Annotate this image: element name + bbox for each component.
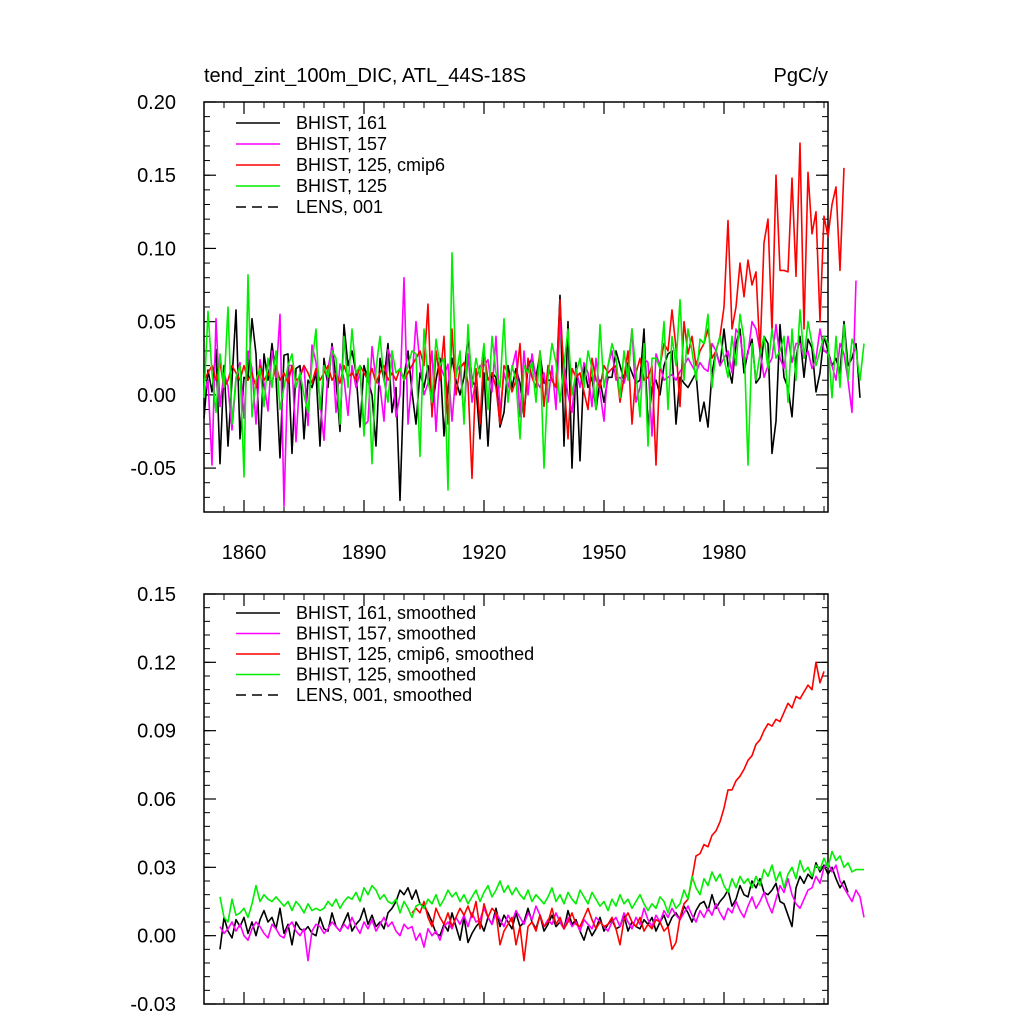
x-tick-label: 1980 [702, 542, 747, 564]
legend-label: BHIST, 125, smoothed [296, 665, 476, 685]
y-tick-label: 0.00 [137, 926, 176, 948]
y-tick-label: 0.06 [137, 789, 176, 811]
x-tick-label: 1950 [582, 542, 627, 564]
legend-label: BHIST, 125, cmip6 [296, 155, 445, 175]
y-tick-label: 0.03 [137, 857, 176, 879]
series-line [411, 661, 825, 962]
legend-label: LENS, 001 [296, 197, 383, 217]
raw-panel: tend_zint_100m_DIC, ATL_44S-18S PgC/y -0… [130, 65, 865, 564]
y-tick-label: 0.05 [137, 312, 176, 334]
series-line [219, 861, 865, 962]
y-tick-label: 0.15 [137, 584, 176, 606]
series-line [203, 252, 865, 491]
series-line [219, 861, 849, 950]
y-tick-label: 0.20 [137, 92, 176, 114]
y-tick-label: -0.03 [130, 994, 176, 1016]
y-tick-label: 0.09 [137, 721, 176, 743]
legend-label: LENS, 001, smoothed [296, 685, 472, 705]
y-tick-label: -0.05 [130, 458, 176, 480]
figure-title: tend_zint_100m_DIC, ATL_44S-18S [204, 65, 526, 87]
y-tick-label: 0.12 [137, 652, 176, 674]
x-tick-label: 1860 [222, 542, 267, 564]
legend-label: BHIST, 157 [296, 134, 387, 154]
legend-label: BHIST, 125, cmip6, smoothed [296, 644, 534, 664]
x-tick-label: 1920 [462, 542, 507, 564]
y-tick-label: 0.15 [137, 165, 176, 187]
smoothed-panel: -0.03 0.00 0.03 0.06 0.09 0.12 0.15 BHIST, 161,… [130, 584, 865, 1016]
series-line [219, 850, 864, 923]
series-line [203, 276, 857, 507]
legend-label: BHIST, 161, smoothed [296, 603, 476, 623]
legend-label: BHIST, 125 [296, 176, 387, 196]
units-label: PgC/y [774, 65, 828, 87]
legend-label: BHIST, 161 [296, 113, 387, 133]
legend-label: BHIST, 157, smoothed [296, 624, 476, 644]
x-tick-label: 1890 [342, 542, 387, 564]
y-tick-label: 0.10 [137, 238, 176, 260]
y-tick-label: 0.00 [137, 385, 176, 407]
